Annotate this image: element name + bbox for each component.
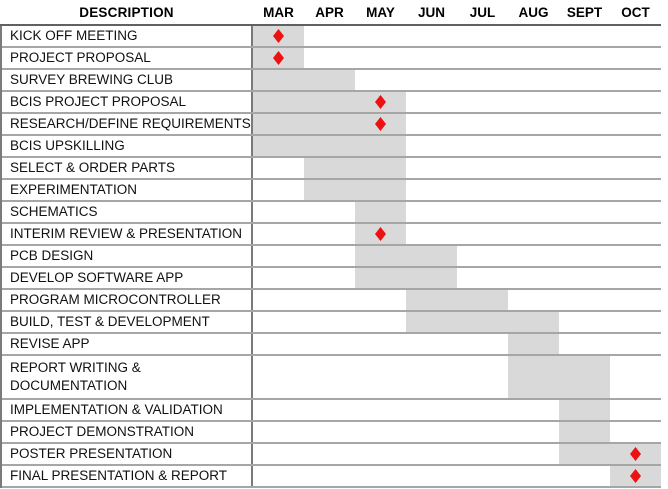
task-timeline-cell: [253, 466, 661, 486]
gantt-bar: [253, 114, 406, 134]
task-timeline-cell: [253, 422, 661, 442]
task-label: BCIS UPSKILLING: [2, 136, 253, 156]
gantt-rows: KICK OFF MEETING PROJECT PROPOSAL SURVEY B…: [0, 26, 661, 488]
task-row: REVISE APP: [2, 334, 661, 356]
task-label: POSTER PRESENTATION: [2, 444, 253, 464]
task-timeline-cell: [253, 48, 661, 68]
task-timeline-cell: [253, 26, 661, 46]
task-row: SCHEMATICS: [2, 202, 661, 224]
task-label: FINAL PRESENTATION & REPORT: [2, 466, 253, 486]
gantt-bar: [304, 158, 406, 178]
gantt-bar: [253, 136, 406, 156]
milestone-diamond-icon: [273, 51, 284, 65]
task-row: POSTER PRESENTATION: [2, 444, 661, 466]
task-timeline-cell: [253, 92, 661, 112]
month-header-oct: OCT: [621, 4, 650, 20]
task-label: INTERIM REVIEW & PRESENTATION: [2, 224, 253, 244]
task-timeline-cell: [253, 136, 661, 156]
milestone-diamond-icon: [630, 469, 641, 483]
task-label: BUILD, TEST & DEVELOPMENT: [2, 312, 253, 332]
task-label: SCHEMATICS: [2, 202, 253, 222]
task-label: DEVELOP SOFTWARE APP: [2, 268, 253, 288]
task-row: RESEARCH/DEFINE REQUIREMENTS: [2, 114, 661, 136]
gantt-bar: [304, 180, 406, 200]
task-timeline-cell: [253, 246, 661, 266]
description-column-header: DESCRIPTION: [79, 4, 174, 20]
task-label: PROJECT DEMONSTRATION: [2, 422, 253, 442]
task-label: BCIS PROJECT PROPOSAL: [2, 92, 253, 112]
month-header-mar: MAR: [263, 4, 294, 20]
gantt-bar: [406, 312, 559, 332]
task-row: PROJECT DEMONSTRATION: [2, 422, 661, 444]
task-label: KICK OFF MEETING: [2, 26, 253, 46]
task-timeline-cell: [253, 400, 661, 420]
gantt-bar: [355, 202, 406, 222]
month-header-may: MAY: [366, 4, 395, 20]
task-row: KICK OFF MEETING: [2, 26, 661, 48]
gantt-bar: [559, 444, 661, 464]
task-timeline-cell: [253, 224, 661, 244]
milestone-diamond-icon: [375, 117, 386, 131]
gantt-header-row: DESCRIPTION MAR APR MAY JUN JUL AUG SEPT OCT: [0, 0, 661, 26]
task-label: PROJECT PROPOSAL: [2, 48, 253, 68]
task-label: IMPLEMENTATION & VALIDATION: [2, 400, 253, 420]
task-label: RESEARCH/DEFINE REQUIREMENTS: [2, 114, 253, 134]
task-row: PROGRAM MICROCONTROLLER: [2, 290, 661, 312]
gantt-bar: [508, 356, 610, 398]
gantt-bar: [559, 422, 610, 442]
milestone-diamond-icon: [375, 227, 386, 241]
gantt-bar: [253, 70, 355, 90]
month-header-sept: SEPT: [566, 4, 603, 20]
task-row: BUILD, TEST & DEVELOPMENT: [2, 312, 661, 334]
task-row: INTERIM REVIEW & PRESENTATION: [2, 224, 661, 246]
task-timeline-cell: [253, 180, 661, 200]
task-row: BCIS UPSKILLING: [2, 136, 661, 158]
task-timeline-cell: [253, 334, 661, 354]
gantt-bar: [559, 400, 610, 420]
task-row: PROJECT PROPOSAL: [2, 48, 661, 70]
task-label: SELECT & ORDER PARTS: [2, 158, 253, 178]
task-timeline-cell: [253, 158, 661, 178]
task-label: PCB DESIGN: [2, 246, 253, 266]
gantt-bar: [406, 290, 508, 310]
task-row: REPORT WRITING & DOCUMENTATION: [2, 356, 661, 400]
gantt-bar: [253, 92, 406, 112]
task-label: REPORT WRITING & DOCUMENTATION: [2, 356, 253, 398]
task-timeline-cell: [253, 312, 661, 332]
milestone-diamond-icon: [273, 29, 284, 43]
task-timeline-cell: [253, 268, 661, 288]
month-header-apr: APR: [315, 4, 344, 20]
milestone-diamond-icon: [375, 95, 386, 109]
task-label: EXPERIMENTATION: [2, 180, 253, 200]
gantt-bar: [355, 246, 457, 266]
milestone-diamond-icon: [630, 447, 641, 461]
gantt-bar: [355, 268, 457, 288]
task-row: BCIS PROJECT PROPOSAL: [2, 92, 661, 114]
month-header-aug: AUG: [518, 4, 549, 20]
task-label: SURVEY BREWING CLUB: [2, 70, 253, 90]
task-label: REVISE APP: [2, 334, 253, 354]
task-row: DEVELOP SOFTWARE APP: [2, 268, 661, 290]
task-row: PCB DESIGN: [2, 246, 661, 268]
task-timeline-cell: [253, 444, 661, 464]
month-header-strip: MAR APR MAY JUN JUL AUG SEPT OCT: [253, 5, 661, 20]
task-row: FINAL PRESENTATION & REPORT: [2, 466, 661, 488]
task-row: SELECT & ORDER PARTS: [2, 158, 661, 180]
task-label: PROGRAM MICROCONTROLLER: [2, 290, 253, 310]
task-timeline-cell: [253, 70, 661, 90]
month-header-jul: JUL: [469, 4, 496, 20]
gantt-bar: [508, 334, 559, 354]
task-timeline-cell: [253, 356, 661, 398]
task-timeline-cell: [253, 114, 661, 134]
task-row: SURVEY BREWING CLUB: [2, 70, 661, 92]
task-timeline-cell: [253, 290, 661, 310]
task-row: IMPLEMENTATION & VALIDATION: [2, 400, 661, 422]
task-row: EXPERIMENTATION: [2, 180, 661, 202]
task-timeline-cell: [253, 202, 661, 222]
month-header-jun: JUN: [417, 4, 445, 20]
